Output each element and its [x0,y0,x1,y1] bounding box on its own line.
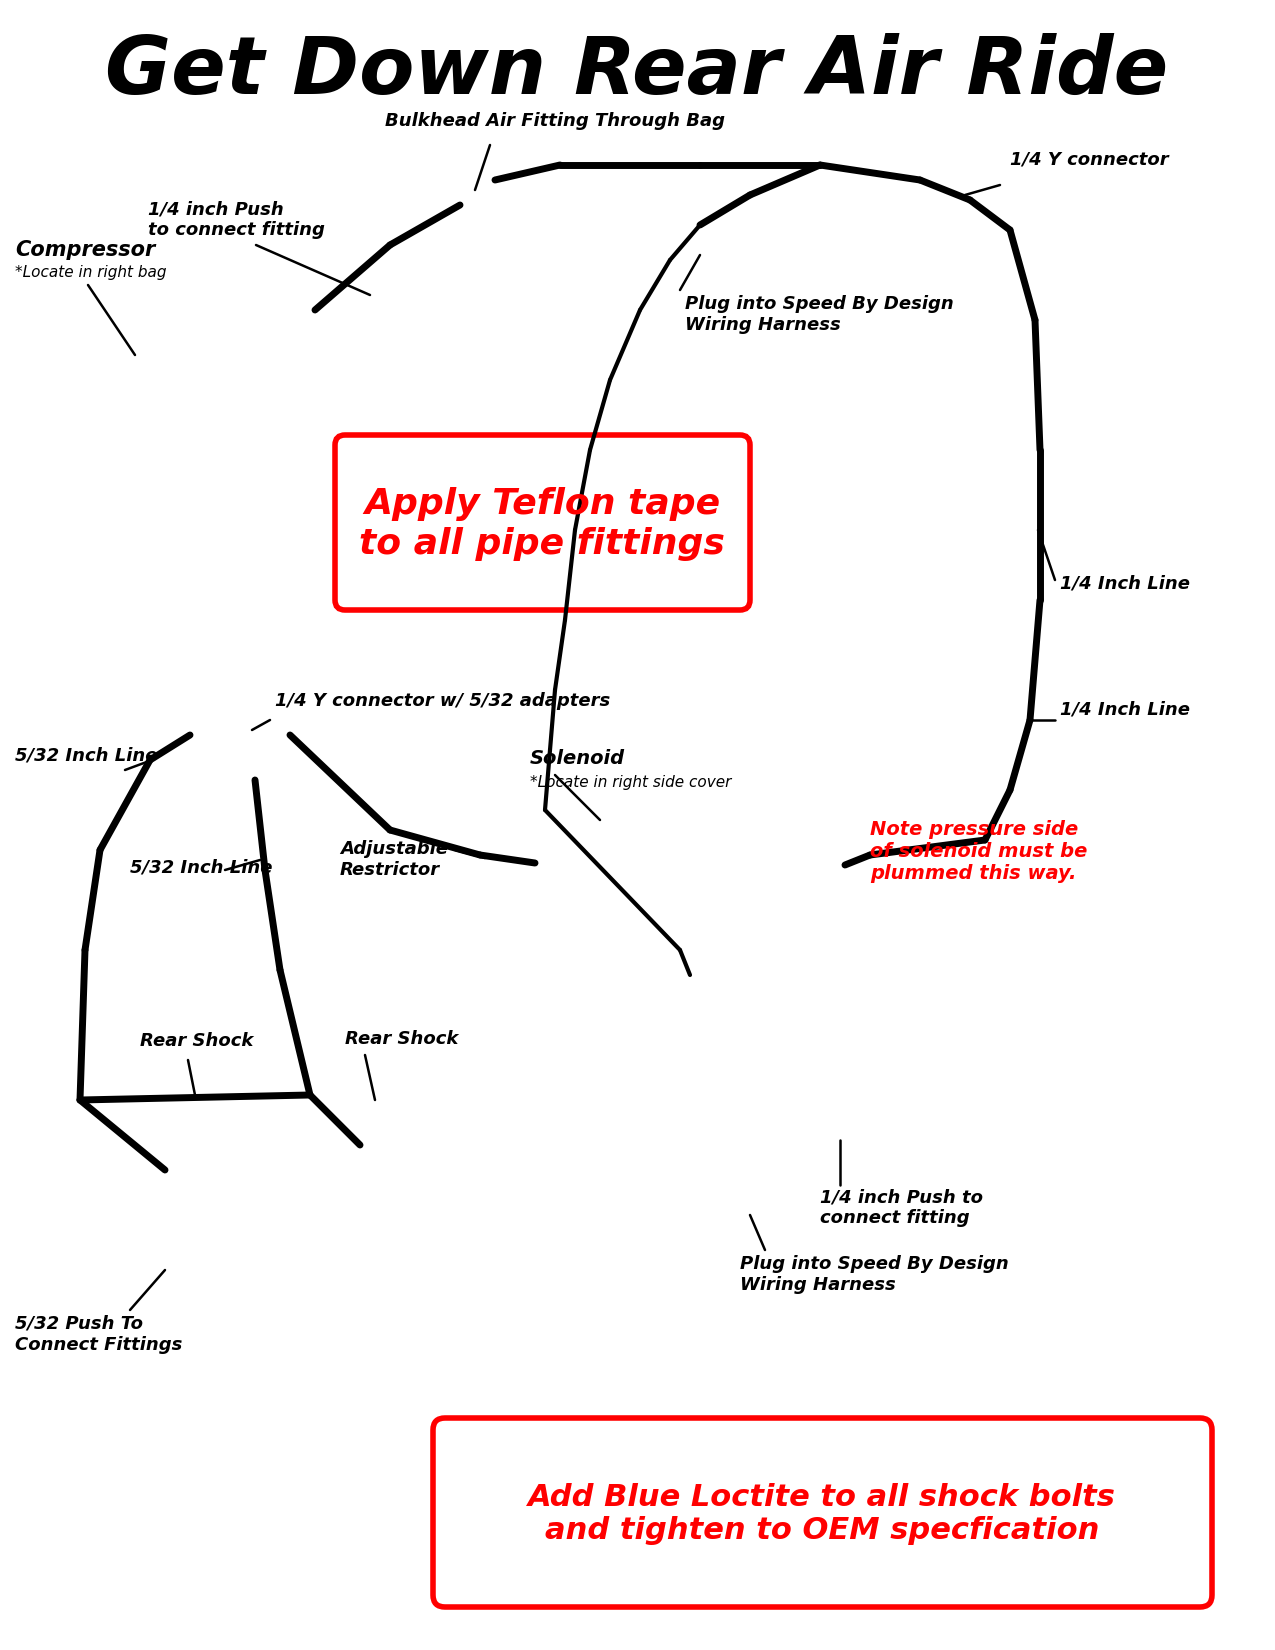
Text: Adjustable
Restrictor: Adjustable Restrictor [340,840,448,879]
Text: Compressor: Compressor [15,239,156,261]
Text: 5/32 Inch Line: 5/32 Inch Line [130,860,273,878]
Text: Plug into Speed By Design
Wiring Harness: Plug into Speed By Design Wiring Harness [685,295,954,333]
Text: 1/4 Y connector w/ 5/32 adapters: 1/4 Y connector w/ 5/32 adapters [275,691,611,710]
Text: Get Down Rear Air Ride: Get Down Rear Air Ride [106,33,1169,111]
Text: Solenoid: Solenoid [530,749,625,767]
Text: *Locate in right bag: *Locate in right bag [15,266,167,281]
Text: Rear Shock: Rear Shock [140,1031,254,1049]
Text: Note pressure side
of solenoid must be
plummed this way.: Note pressure side of solenoid must be p… [870,820,1088,883]
FancyBboxPatch shape [434,1417,1213,1607]
FancyBboxPatch shape [335,436,750,610]
Text: 1/4 inch Push
to connect fitting: 1/4 inch Push to connect fitting [148,200,325,239]
Text: Plug into Speed By Design
Wiring Harness: Plug into Speed By Design Wiring Harness [740,1256,1009,1294]
Text: 5/32 Push To
Connect Fittings: 5/32 Push To Connect Fittings [15,1315,182,1353]
Text: Add Blue Loctite to all shock bolts
and tighten to OEM specfication: Add Blue Loctite to all shock bolts and … [528,1483,1116,1546]
Text: 1/4 Inch Line: 1/4 Inch Line [1060,701,1190,719]
Text: 1/4 Y connector: 1/4 Y connector [1010,150,1169,168]
Text: Bulkhead Air Fitting Through Bag: Bulkhead Air Fitting Through Bag [385,112,725,130]
Text: Apply Teflon tape
to all pipe fittings: Apply Teflon tape to all pipe fittings [360,487,725,561]
Text: 5/32 Inch Line: 5/32 Inch Line [15,746,158,764]
Text: 1/4 inch Push to
connect fitting: 1/4 inch Push to connect fitting [820,1188,983,1228]
Text: Rear Shock: Rear Shock [346,1030,459,1048]
Text: *Locate in right side cover: *Locate in right side cover [530,776,732,790]
Text: 1/4 Inch Line: 1/4 Inch Line [1060,574,1190,592]
